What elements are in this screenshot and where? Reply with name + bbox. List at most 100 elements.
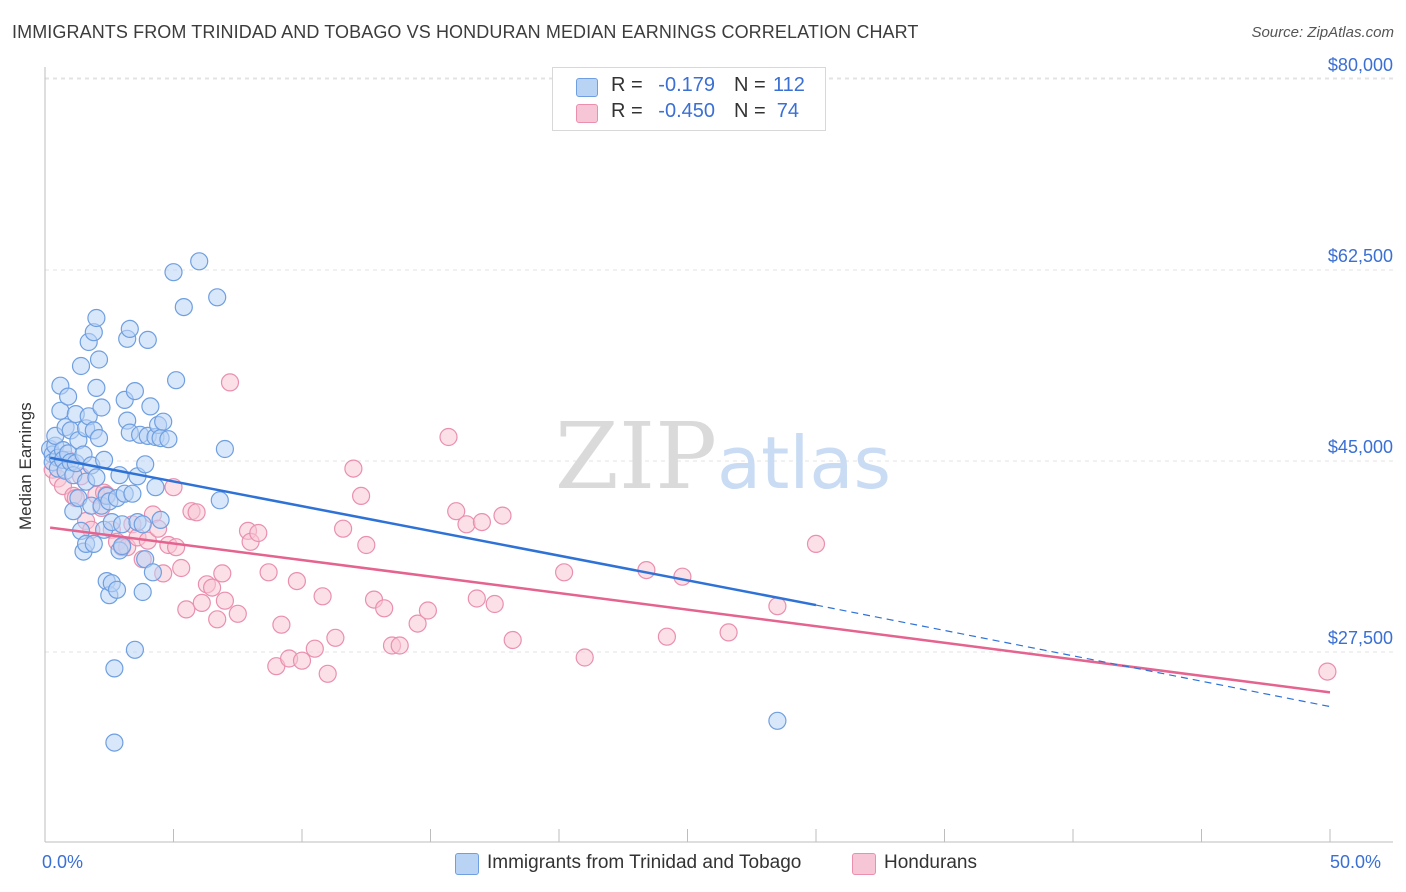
hondurans-point: [352, 486, 371, 505]
trinidad-point: [768, 711, 787, 730]
trinidad-trendline: [49, 456, 817, 607]
source-credit: Source: ZipAtlas.com: [1251, 24, 1394, 41]
trinidad-point: [58, 387, 78, 406]
trinidad-point: [87, 468, 106, 487]
series-name: Hondurans: [884, 852, 977, 873]
hondurans-point: [272, 615, 291, 634]
hondurans-point: [554, 563, 574, 582]
trinidad-point: [107, 580, 127, 599]
y-tick-label: $62,500: [1328, 246, 1393, 266]
hondurans-point: [203, 578, 222, 597]
trinidad-point: [208, 288, 227, 307]
trinidad-point: [71, 356, 91, 376]
trinidad-points: [40, 252, 787, 752]
series-swatch-blue: [455, 853, 479, 875]
trinidad-point: [167, 371, 186, 390]
y-tick-label: $27,500: [1328, 628, 1393, 648]
watermark-atlas: atlas: [717, 421, 891, 505]
trinidad-point: [154, 412, 173, 431]
hondurans-point: [447, 502, 466, 521]
x-tick-label-min: 0.0%: [42, 852, 84, 872]
trinidad-point: [112, 536, 132, 556]
legend-swatch-pink: [576, 104, 598, 123]
hondurans-point: [334, 519, 353, 538]
trinidad-point: [120, 319, 139, 338]
hondurans-point: [326, 628, 345, 647]
y-tick-labels: $80,000 $62,500 $45,000 $27,500: [1328, 55, 1393, 648]
hondurans-point: [292, 651, 312, 670]
hondurans-point: [318, 664, 337, 683]
hondurans-point: [719, 623, 738, 642]
watermark: ZIP atlas: [555, 403, 891, 510]
hondurans-point: [467, 589, 486, 608]
hondurans-point: [575, 648, 594, 667]
hondurans-point: [228, 604, 247, 623]
hondurans-point: [485, 594, 504, 614]
hondurans-point: [457, 515, 476, 534]
y-tick-label: $45,000: [1328, 437, 1393, 457]
legend-r-label: R =: [611, 100, 643, 122]
trinidad-point: [146, 478, 165, 497]
hondurans-point: [305, 639, 324, 658]
trendlines: [49, 456, 1331, 708]
series-name: Immigrants from Trinidad and Tobago: [487, 852, 802, 873]
trinidad-point: [164, 263, 183, 282]
trinidad-point: [84, 534, 103, 554]
hondurans-point: [313, 587, 332, 606]
legend-n-value: 74: [776, 100, 799, 122]
trinidad-point: [136, 455, 155, 474]
chart-title: IMMIGRANTS FROM TRINIDAD AND TOBAGO VS H…: [12, 22, 919, 42]
legend-n-label: N =: [734, 74, 766, 96]
trinidad-point: [133, 515, 152, 534]
hondurans-point: [493, 506, 512, 525]
grid-lines: [45, 77, 1395, 653]
trinidad-point: [112, 515, 132, 534]
hondurans-point: [439, 427, 458, 447]
hondurans-point: [213, 564, 232, 583]
hondurans-point: [390, 636, 409, 655]
hondurans-point: [418, 601, 437, 620]
trinidad-point: [123, 484, 142, 503]
trinidad-point: [125, 640, 144, 659]
legend-swatch-blue: [576, 78, 598, 97]
hondurans-point: [187, 503, 206, 522]
hondurans-point: [1318, 662, 1337, 681]
trinidad-point: [215, 439, 234, 459]
trinidad-point: [210, 491, 229, 510]
hondurans-point: [472, 512, 491, 532]
watermark-zip: ZIP: [555, 403, 717, 510]
trinidad-point: [151, 510, 170, 530]
hondurans-point: [375, 599, 394, 618]
hondurans-point: [344, 459, 363, 478]
trinidad-point: [92, 398, 111, 417]
legend-r-value: -0.179: [658, 74, 715, 96]
stats-legend: R = -0.179 N = 112 R = -0.450 N = 74: [552, 67, 826, 131]
hondurans-point: [503, 630, 522, 650]
trinidad-point: [174, 298, 193, 317]
hondurans-point: [177, 600, 196, 619]
legend-n-label: N =: [734, 100, 766, 122]
trinidad-point: [125, 382, 144, 401]
trinidad-point: [141, 397, 160, 416]
trinidad-point: [138, 330, 157, 349]
trinidad-point: [105, 659, 124, 678]
x-tick-label-max: 50.0%: [1330, 852, 1382, 872]
trinidad-point: [159, 430, 178, 449]
hondurans-point: [220, 373, 240, 392]
hondurans-point: [167, 538, 186, 557]
hondurans-point: [768, 597, 787, 616]
trinidad-point: [89, 350, 109, 369]
hondurans-point: [215, 591, 234, 610]
trinidad-trendline-extension: [815, 604, 1331, 708]
trinidad-point: [143, 563, 162, 582]
trinidad-point: [133, 582, 152, 602]
hondurans-point: [657, 627, 677, 646]
hondurans-point: [408, 614, 427, 633]
hondurans-point: [357, 535, 376, 555]
hondurans-point: [172, 558, 191, 578]
hondurans-point: [673, 567, 692, 586]
hondurans-point: [249, 523, 268, 543]
hondurans-point: [806, 534, 826, 554]
legend-n-value: 112: [773, 74, 805, 96]
